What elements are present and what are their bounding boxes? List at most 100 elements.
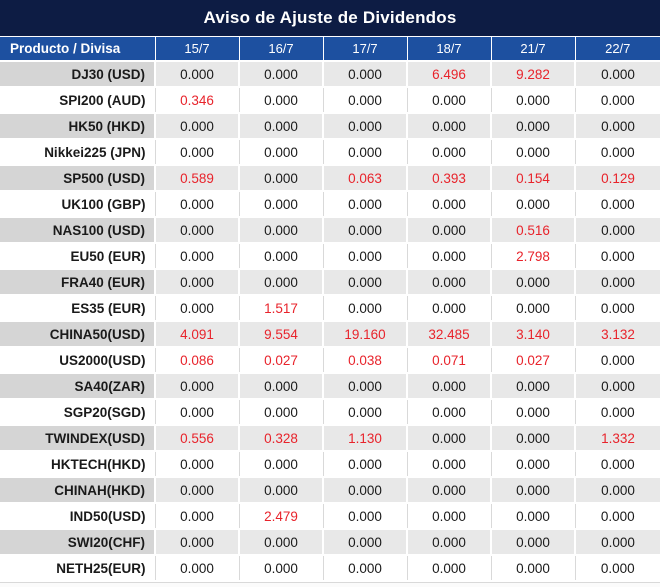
product-cell: SGP20(SGD) <box>0 398 156 426</box>
value-cell: 0.038 <box>322 346 408 374</box>
product-cell: IND50(USD) <box>0 502 156 530</box>
value-cell: 0.027 <box>490 346 576 374</box>
value-cell: 0.000 <box>322 528 408 556</box>
column-header-date-4: 18/7 <box>406 37 492 62</box>
value-cell: 0.000 <box>406 294 492 322</box>
value-cell: 0.000 <box>154 190 240 218</box>
value-cell: 0.000 <box>322 450 408 478</box>
table-row: SP500 (USD) 0.589 0.000 0.063 0.393 0.15… <box>0 164 660 192</box>
table-row: SGP20(SGD) 0.000 0.000 0.000 0.000 0.000… <box>0 398 660 426</box>
value-cell: 0.000 <box>322 112 408 140</box>
value-cell: 0.086 <box>154 346 240 374</box>
value-cell: 0.000 <box>406 86 492 114</box>
value-cell: 0.346 <box>154 86 240 114</box>
value-cell: 0.000 <box>406 190 492 218</box>
value-cell: 0.000 <box>406 216 492 244</box>
value-cell: 0.589 <box>154 164 240 192</box>
value-cell: 2.479 <box>238 502 324 530</box>
value-cell: 9.554 <box>238 320 324 348</box>
value-cell: 0.000 <box>238 398 324 426</box>
value-cell: 9.282 <box>490 60 576 88</box>
table-row: TWINDEX(USD) 0.556 0.328 1.130 0.000 0.0… <box>0 424 660 452</box>
value-cell: 0.328 <box>238 424 324 452</box>
value-cell: 0.000 <box>574 138 660 166</box>
value-cell: 0.000 <box>490 190 576 218</box>
value-cell: 0.000 <box>238 138 324 166</box>
table-row: NETH25(EUR) 0.000 0.000 0.000 0.000 0.00… <box>0 554 660 582</box>
value-cell: 0.000 <box>490 268 576 296</box>
product-cell: UK100 (GBP) <box>0 190 156 218</box>
column-header-date-6: 22/7 <box>574 37 660 62</box>
value-cell: 0.000 <box>238 372 324 400</box>
value-cell: 0.000 <box>490 398 576 426</box>
value-cell: 0.000 <box>322 554 408 582</box>
value-cell: 0.000 <box>238 268 324 296</box>
table-row: CHINA50(USD) 4.091 9.554 19.160 32.485 3… <box>0 320 660 348</box>
value-cell: 0.000 <box>574 268 660 296</box>
product-cell: US2000(USD) <box>0 346 156 374</box>
value-cell: 0.000 <box>154 60 240 88</box>
value-cell: 0.000 <box>574 86 660 114</box>
table-row: NAS100 (USD) 0.000 0.000 0.000 0.000 0.5… <box>0 216 660 244</box>
value-cell: 0.000 <box>238 86 324 114</box>
value-cell: 0.000 <box>238 476 324 504</box>
table-row: HKTECH(HKD) 0.000 0.000 0.000 0.000 0.00… <box>0 450 660 478</box>
value-cell: 0.000 <box>238 216 324 244</box>
value-cell: 0.000 <box>154 554 240 582</box>
value-cell: 0.000 <box>154 450 240 478</box>
value-cell: 0.000 <box>490 112 576 140</box>
value-cell: 0.000 <box>490 372 576 400</box>
value-cell: 0.000 <box>154 242 240 270</box>
value-cell: 0.000 <box>154 268 240 296</box>
value-cell: 0.000 <box>406 554 492 582</box>
value-cell: 0.000 <box>322 216 408 244</box>
value-cell: 0.000 <box>574 190 660 218</box>
product-cell: FRA40 (EUR) <box>0 268 156 296</box>
column-header-date-3: 17/7 <box>322 37 408 62</box>
product-cell: SP500 (USD) <box>0 164 156 192</box>
value-cell: 0.129 <box>574 164 660 192</box>
table-row: IND50(USD) 0.000 2.479 0.000 0.000 0.000… <box>0 502 660 530</box>
value-cell: 0.000 <box>154 112 240 140</box>
value-cell: 0.000 <box>322 60 408 88</box>
value-cell: 32.485 <box>406 320 492 348</box>
table-row: HK50 (HKD) 0.000 0.000 0.000 0.000 0.000… <box>0 112 660 140</box>
value-cell: 0.516 <box>490 216 576 244</box>
table-row: UK100 (GBP) 0.000 0.000 0.000 0.000 0.00… <box>0 190 660 218</box>
value-cell: 0.000 <box>490 138 576 166</box>
value-cell: 1.332 <box>574 424 660 452</box>
value-cell: 0.000 <box>574 112 660 140</box>
value-cell: 0.000 <box>322 86 408 114</box>
value-cell: 0.000 <box>154 502 240 530</box>
table-row: EU50 (EUR) 0.000 0.000 0.000 0.000 2.798… <box>0 242 660 270</box>
value-cell: 0.000 <box>574 372 660 400</box>
bottom-edge <box>0 582 660 587</box>
value-cell: 0.000 <box>490 476 576 504</box>
value-cell: 0.000 <box>406 138 492 166</box>
value-cell: 0.000 <box>406 450 492 478</box>
value-cell: 0.000 <box>406 424 492 452</box>
table-row: FRA40 (EUR) 0.000 0.000 0.000 0.000 0.00… <box>0 268 660 296</box>
product-cell: Nikkei225 (JPN) <box>0 138 156 166</box>
column-header-date-5: 21/7 <box>490 37 576 62</box>
product-cell: NETH25(EUR) <box>0 554 156 582</box>
value-cell: 0.000 <box>406 242 492 270</box>
table-row: SA40(ZAR) 0.000 0.000 0.000 0.000 0.000 … <box>0 372 660 400</box>
value-cell: 0.000 <box>154 372 240 400</box>
value-cell: 0.000 <box>322 372 408 400</box>
value-cell: 0.000 <box>322 138 408 166</box>
value-cell: 0.000 <box>574 60 660 88</box>
value-cell: 6.496 <box>406 60 492 88</box>
table-row: ES35 (EUR) 0.000 1.517 0.000 0.000 0.000… <box>0 294 660 322</box>
value-cell: 0.000 <box>154 216 240 244</box>
value-cell: 0.000 <box>574 398 660 426</box>
value-cell: 0.000 <box>238 450 324 478</box>
value-cell: 0.000 <box>322 294 408 322</box>
value-cell: 0.000 <box>490 502 576 530</box>
product-cell: SPI200 (AUD) <box>0 86 156 114</box>
value-cell: 0.000 <box>406 528 492 556</box>
column-header-date-1: 15/7 <box>154 37 240 62</box>
table-row: SWI20(CHF) 0.000 0.000 0.000 0.000 0.000… <box>0 528 660 556</box>
column-header-date-2: 16/7 <box>238 37 324 62</box>
